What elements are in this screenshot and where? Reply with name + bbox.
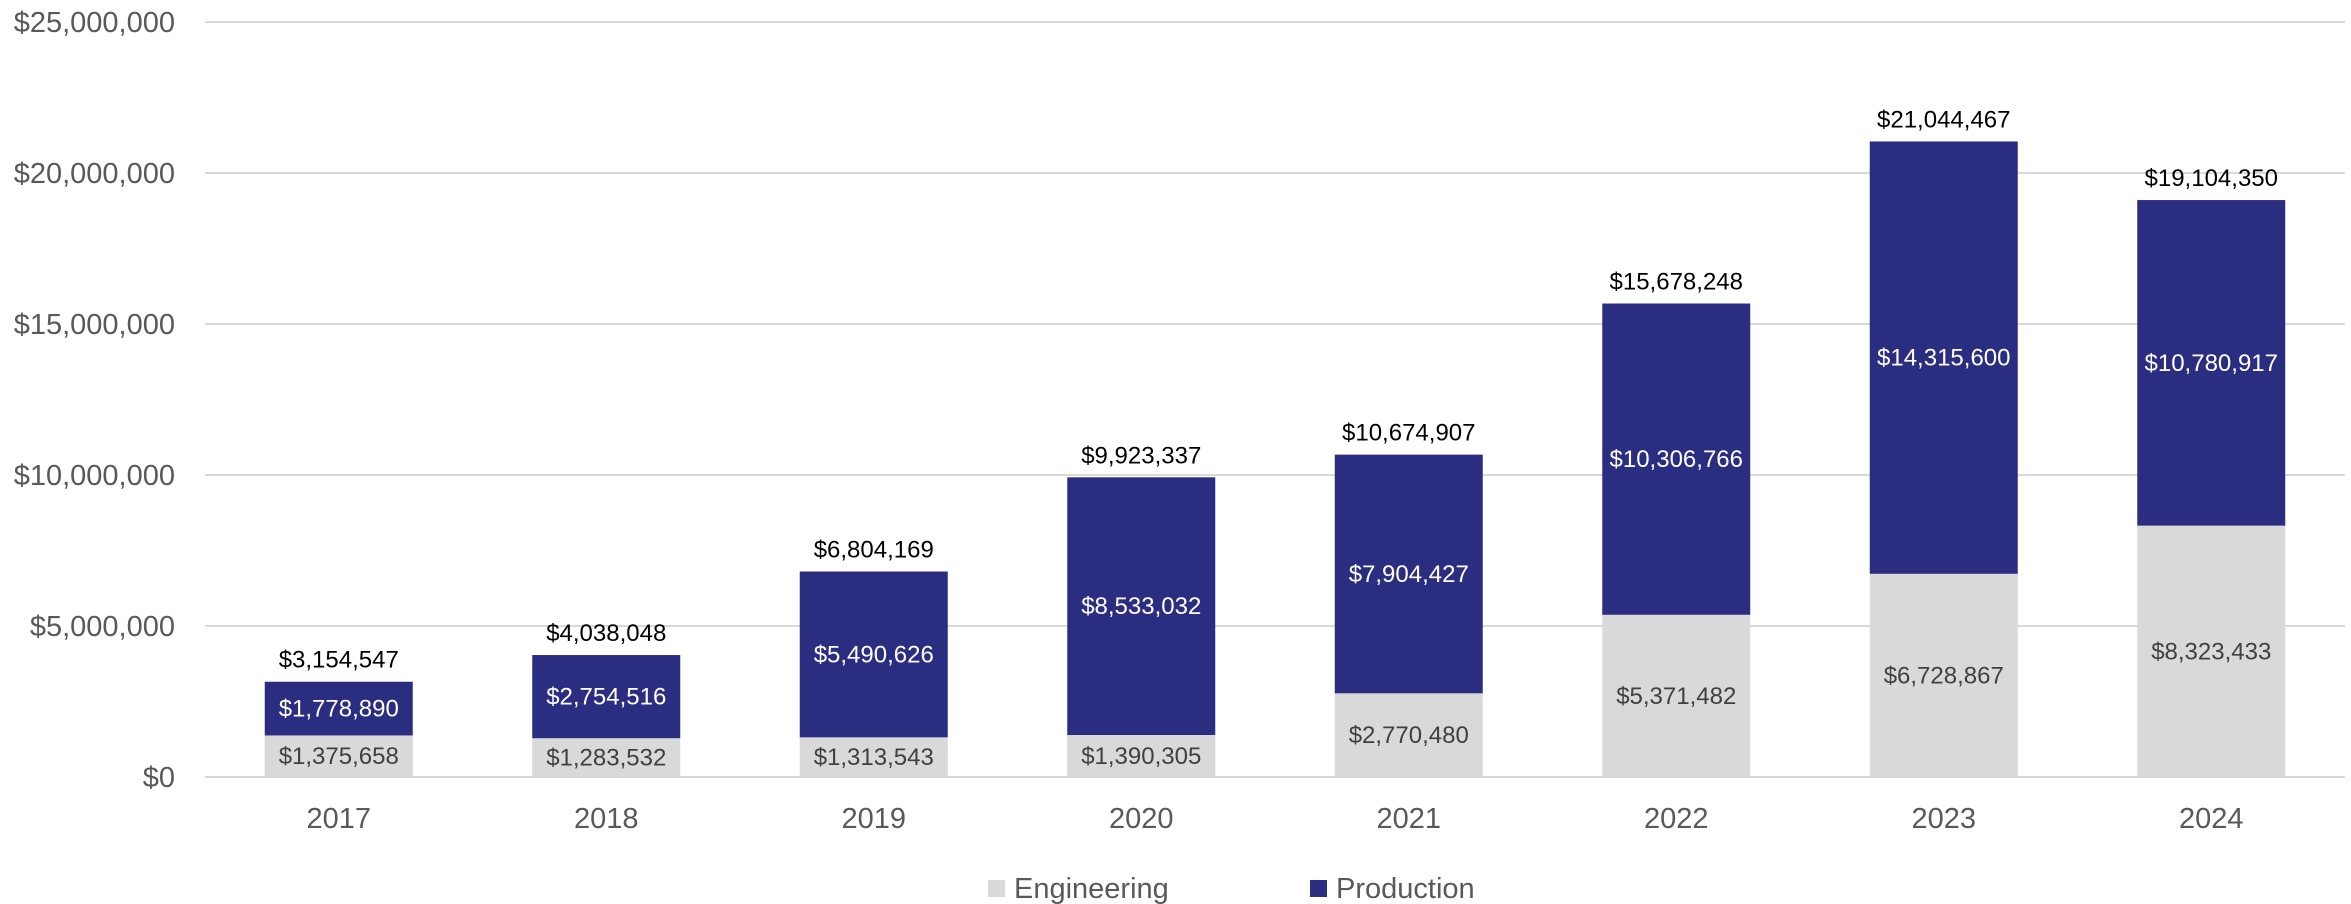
x-tick-label: 2019 <box>841 803 906 835</box>
legend-swatch-production <box>1310 880 1327 897</box>
bar-production-2024 <box>2137 200 2286 526</box>
bar-engineering-2023 <box>1869 573 2018 777</box>
legend: Engineering Production <box>988 873 1475 904</box>
data-label-engineering: $1,313,543 <box>814 744 934 771</box>
data-label-engineering: $1,375,658 <box>279 743 399 770</box>
bar-engineering-2024 <box>2137 525 2286 777</box>
data-label-production: $1,778,890 <box>279 696 399 723</box>
data-label-engineering: $1,390,305 <box>1081 743 1201 770</box>
data-label-production: $14,315,600 <box>1877 345 2010 372</box>
x-tick-label: 2023 <box>1911 803 1976 835</box>
bar-production-2023 <box>1869 141 2018 574</box>
data-label-production: $7,904,427 <box>1349 561 1469 588</box>
bar-engineering-2017 <box>264 735 413 777</box>
data-label-engineering: $6,728,867 <box>1884 662 2004 689</box>
bar-production-2018 <box>532 655 681 739</box>
x-tick-label: 2020 <box>1109 803 1174 835</box>
total-label: $21,044,467 <box>1877 106 2010 133</box>
x-tick-label: 2021 <box>1376 803 1441 835</box>
x-tick-label: 2024 <box>2179 803 2244 835</box>
data-label-engineering: $1,283,532 <box>546 745 666 772</box>
y-tick-label: $10,000,000 <box>14 460 175 492</box>
y-tick-label: $25,000,000 <box>14 7 175 39</box>
x-tick-label: 2018 <box>574 803 639 835</box>
bar-engineering-2021 <box>1334 693 1483 777</box>
bar-engineering-2020 <box>1067 735 1216 777</box>
bar-production-2019 <box>799 571 948 738</box>
y-tick-label: $20,000,000 <box>14 158 175 190</box>
bar-engineering-2022 <box>1602 614 1751 777</box>
bar-engineering-2019 <box>799 737 948 777</box>
data-label-production: $10,780,917 <box>2145 350 2278 377</box>
data-label-production: $5,490,626 <box>814 641 934 668</box>
y-axis-tick-labels: $0 $5,000,000 $10,000,000 $15,000,000 $20,00… <box>14 7 175 794</box>
bar-production-2022 <box>1602 303 1751 615</box>
bar-production-2017 <box>264 681 413 736</box>
gridlines <box>205 21 2345 778</box>
data-label-engineering: $2,770,480 <box>1349 722 1469 749</box>
x-tick-label: 2022 <box>1644 803 1709 835</box>
legend-swatch-engineering <box>988 880 1005 897</box>
total-label: $9,923,337 <box>1081 442 1201 469</box>
legend-label-production: Production <box>1336 873 1475 904</box>
data-label-production: $2,754,516 <box>546 684 666 711</box>
data-label-production: $10,306,766 <box>1610 446 1743 473</box>
total-label: $4,038,048 <box>546 620 666 647</box>
bar-production-2021 <box>1334 454 1483 694</box>
total-label: $10,674,907 <box>1342 420 1475 447</box>
total-label: $3,154,547 <box>279 647 399 674</box>
y-tick-label: $5,000,000 <box>30 611 175 643</box>
bar-production-2020 <box>1067 477 1216 736</box>
data-label-engineering: $5,371,482 <box>1616 683 1736 710</box>
total-label: $6,804,169 <box>814 537 934 564</box>
bar-engineering-2018 <box>532 738 681 777</box>
total-label: $15,678,248 <box>1610 269 1743 296</box>
x-axis-category-labels: 2017 2018 2019 2020 2021 2022 2023 2024 <box>306 803 2243 835</box>
bars <box>264 141 2286 777</box>
x-tick-label: 2017 <box>306 803 371 835</box>
data-label-production: $8,533,032 <box>1081 593 1201 620</box>
total-label: $19,104,350 <box>2145 165 2278 192</box>
y-tick-label: $15,000,000 <box>14 309 175 341</box>
y-tick-label: $0 <box>143 762 175 794</box>
data-labels: $1,375,658 $1,778,890 $3,154,547 $1,283,532… <box>279 106 2278 771</box>
legend-label-engineering: Engineering <box>1014 873 1169 904</box>
data-label-engineering: $8,323,433 <box>2151 638 2271 665</box>
